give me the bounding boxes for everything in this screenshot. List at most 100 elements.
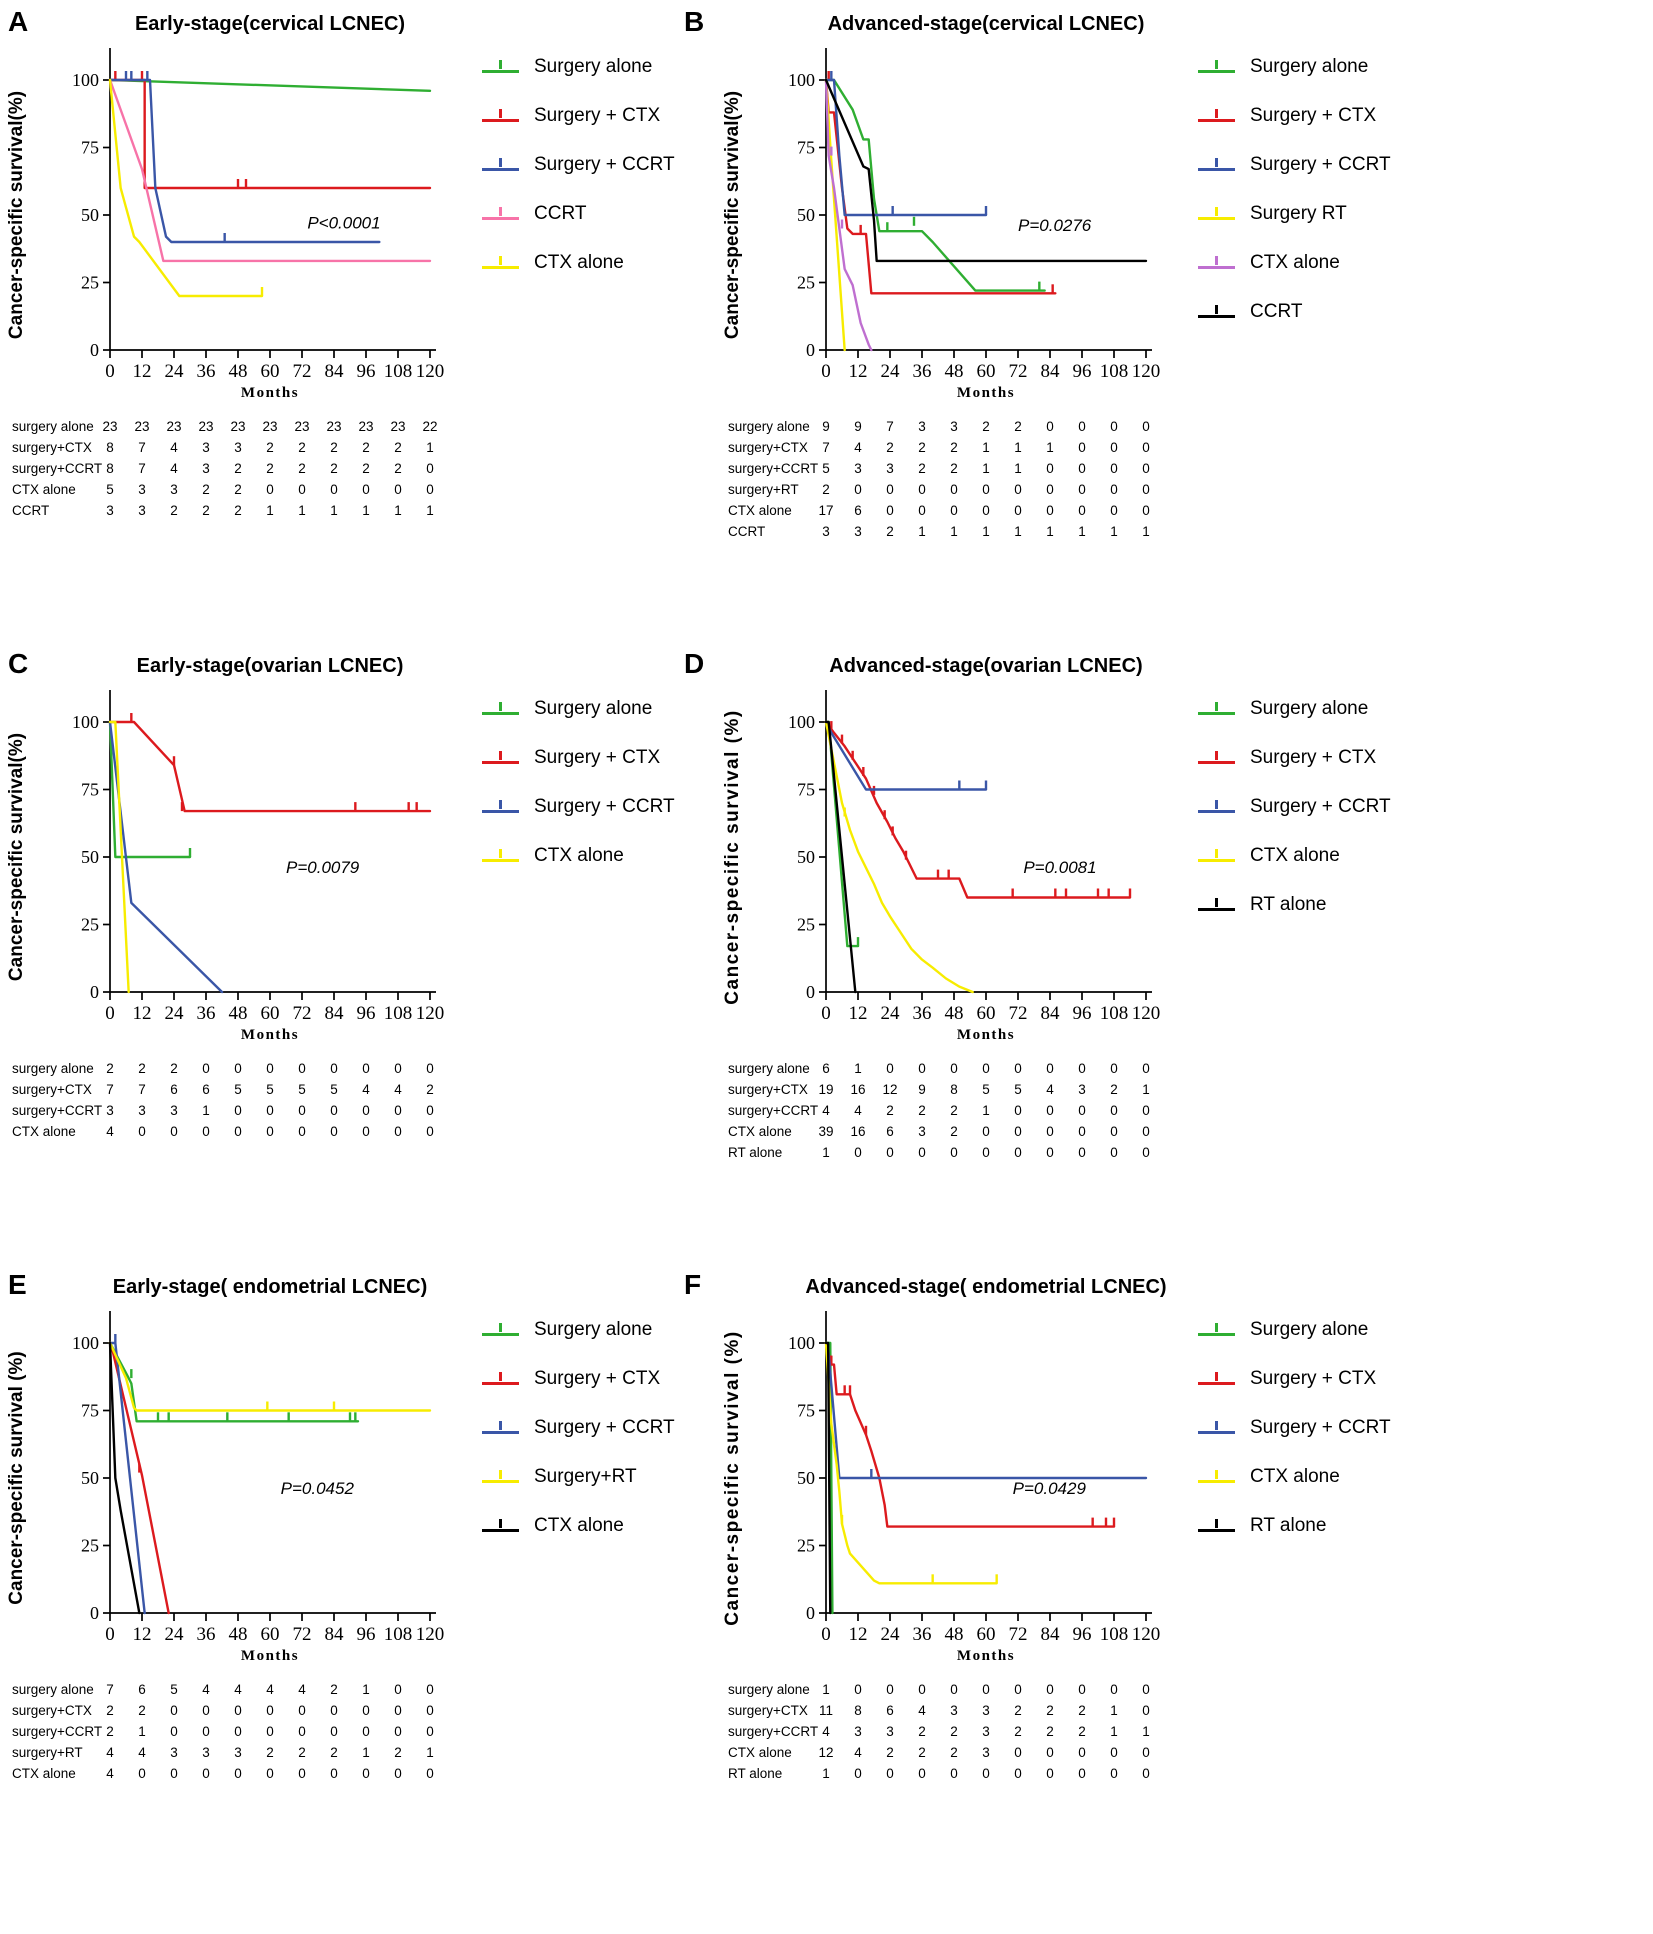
- risk-count: 0: [426, 1103, 434, 1118]
- series-surgery-ctx: [824, 1341, 1116, 1528]
- risk-count: 2: [266, 461, 274, 476]
- legend-label: Surgery + CTX: [534, 105, 661, 126]
- series-surgery-alone: [108, 1341, 360, 1423]
- x-tick-label: 24: [165, 1624, 185, 1645]
- risk-row-label: surgery+CCRT: [728, 461, 819, 476]
- risk-count: 0: [1046, 1145, 1054, 1160]
- risk-row-label: surgery alone: [728, 1061, 810, 1076]
- legend-censor-tick: [1215, 1322, 1218, 1332]
- risk-count: 5: [1014, 1082, 1022, 1097]
- risk-count: 0: [298, 1766, 306, 1781]
- risk-count: 0: [298, 1061, 306, 1076]
- x-tick-label: 36: [913, 1624, 932, 1645]
- legend-line: [1198, 711, 1235, 715]
- legend-label: Surgery RT: [1250, 203, 1347, 224]
- risk-count: 2: [106, 1724, 114, 1739]
- risk-table-row: CCRT 3 3 2 1 1 1 1 1 1 1 1: [716, 521, 1653, 542]
- x-tick-label: 72: [1009, 1003, 1028, 1024]
- risk-count: 0: [854, 1766, 862, 1781]
- risk-count: 23: [326, 419, 342, 434]
- risk-count: 0: [234, 1703, 242, 1718]
- x-tick-label: 60: [977, 361, 996, 382]
- risk-count: 3: [918, 419, 926, 434]
- legend-censor-tick: [1215, 108, 1218, 118]
- legend-censor-tick: [499, 108, 502, 118]
- risk-row-label: CTX alone: [728, 1745, 792, 1760]
- risk-count: 0: [234, 1124, 242, 1139]
- risk-count: 1: [1046, 440, 1054, 455]
- panel-B: B Advanced-stage(cervical LCNEC) 0 25 50 75 10…: [676, 6, 1653, 542]
- panel-letter: D: [684, 648, 705, 679]
- legend-censor-tick: [1215, 1469, 1218, 1479]
- risk-row-label: CTX alone: [728, 1124, 792, 1139]
- legend-item-ctx-alone: CTX alone: [482, 845, 675, 867]
- y-tick-label: 75: [81, 780, 99, 800]
- legend-line: [482, 711, 519, 715]
- x-axis-label: Months: [241, 1648, 299, 1664]
- risk-count: 0: [138, 1766, 146, 1781]
- risk-count: 2: [886, 1103, 894, 1118]
- risk-row-label: surgery+CTX: [12, 1703, 92, 1718]
- legend-line: [482, 1528, 519, 1532]
- y-tick-label: 50: [797, 1468, 815, 1488]
- risk-table-row: surgery+CTX 7 7 6 6 5 5 5 5 4 4 2: [0, 1079, 676, 1100]
- risk-row-label: CTX alone: [12, 1766, 76, 1781]
- risk-count: 0: [1046, 1124, 1054, 1139]
- legend-item-surgery-alone: Surgery alone: [482, 56, 675, 78]
- surgery-ccrt-line-icon: [482, 1420, 519, 1436]
- legend-censor-tick: [1215, 799, 1218, 809]
- chart-area: Advanced-stage(ovarian LCNEC) 0 25 50 75 100 0…: [716, 652, 1653, 1048]
- risk-count: 0: [1014, 1103, 1022, 1118]
- risk-count: 2: [394, 1745, 402, 1760]
- legend-label: Surgery+RT: [534, 1466, 637, 1487]
- risk-count: 2: [1078, 1703, 1086, 1718]
- risk-count: 0: [394, 1766, 402, 1781]
- legend: Surgery alone Surgery + CTX Surgery + CCRT…: [1198, 56, 1391, 323]
- legend-label: CTX alone: [1250, 1466, 1340, 1487]
- legend-item-surgery-ctx: Surgery + CTX: [482, 105, 675, 127]
- risk-count: 0: [1110, 440, 1118, 455]
- risk-count: 1: [362, 1682, 370, 1697]
- risk-row-label: surgery+CTX: [12, 1082, 92, 1097]
- legend-item-surgery-rt: Surgery RT: [1198, 203, 1391, 225]
- x-tick-label: 24: [165, 361, 185, 382]
- series-ccrt: [824, 78, 1148, 263]
- legend-label: Surgery alone: [534, 698, 653, 719]
- risk-table-row: CTX alone 4 0 0 0 0 0 0 0 0 0 0: [0, 1121, 676, 1142]
- risk-count: 9: [918, 1082, 926, 1097]
- risk-count: 2: [362, 461, 370, 476]
- legend-line: [1198, 1332, 1235, 1336]
- legend-label: Surgery alone: [1250, 698, 1369, 719]
- risk-count: 3: [170, 1103, 178, 1118]
- series-ctx-alone: [108, 78, 264, 298]
- risk-count: 7: [106, 1082, 114, 1097]
- risk-count: 2: [298, 461, 306, 476]
- y-tick-label: 100: [72, 1333, 99, 1353]
- risk-count: 19: [818, 1082, 834, 1097]
- y-tick-label: 75: [81, 1401, 99, 1421]
- legend-censor-tick: [1215, 1518, 1218, 1528]
- legend-line: [482, 1430, 519, 1434]
- legend-label: Surgery + CTX: [1250, 105, 1377, 126]
- risk-count: 7: [138, 461, 146, 476]
- legend-line: [1198, 1528, 1235, 1532]
- legend-item-ctx-alone: CTX alone: [482, 252, 675, 274]
- y-tick-label: 100: [72, 70, 99, 90]
- y-tick-label: 0: [806, 340, 815, 360]
- legend-censor-tick: [499, 1518, 502, 1528]
- risk-count: 2: [950, 1124, 958, 1139]
- legend-label: Surgery alone: [534, 56, 653, 77]
- x-tick-label: 0: [821, 361, 831, 382]
- risk-count: 0: [1142, 1745, 1150, 1760]
- ctx-alone-line-icon: [482, 1518, 519, 1534]
- km-figure: A Early-stage(cervical LCNEC) 0 25 50 75 100 0 1…: [0, 6, 1653, 1781]
- x-tick-label: 96: [357, 1003, 376, 1024]
- risk-count: 0: [1142, 503, 1150, 518]
- risk-count: 1: [362, 1745, 370, 1760]
- risk-count: 0: [1046, 1682, 1054, 1697]
- risk-count: 2: [394, 440, 402, 455]
- legend-censor-tick: [499, 59, 502, 69]
- risk-count: 0: [886, 1682, 894, 1697]
- x-tick-label: 60: [261, 1624, 280, 1645]
- risk-count: 23: [102, 419, 118, 434]
